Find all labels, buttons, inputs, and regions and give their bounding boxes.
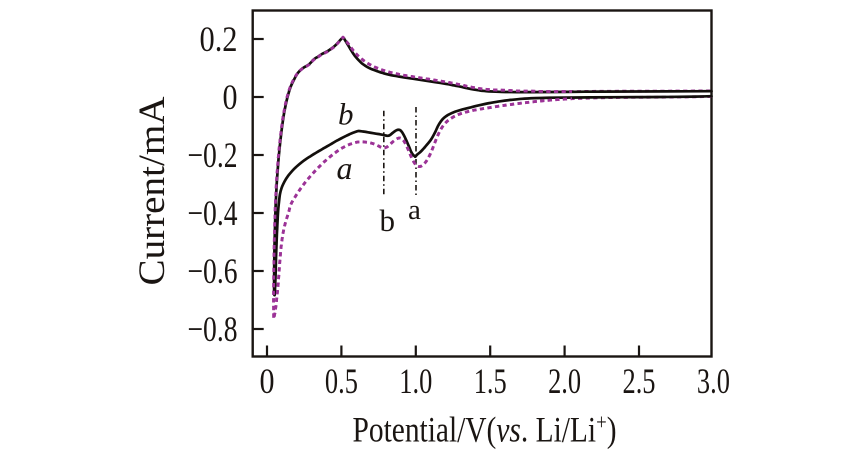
svg-text:0: 0 [223, 77, 238, 117]
svg-text:−0.2: −0.2 [188, 135, 238, 175]
svg-text:3.0: 3.0 [697, 361, 730, 401]
svg-text:−0.6: −0.6 [188, 251, 238, 291]
svg-text:Potential/V(vs. Li/Li+): Potential/V(vs. Li/Li+) [353, 410, 617, 450]
svg-text:2.0: 2.0 [548, 361, 581, 401]
svg-text:−0.4: −0.4 [188, 193, 238, 233]
svg-text:1.0: 1.0 [399, 361, 432, 401]
svg-text:Current/mA: Current/mA [132, 96, 173, 285]
svg-text:b: b [338, 97, 354, 132]
svg-text:a: a [337, 150, 353, 186]
svg-text:1.5: 1.5 [474, 361, 507, 401]
svg-text:−0.8: −0.8 [188, 309, 238, 349]
svg-text:0.2: 0.2 [200, 19, 238, 59]
svg-text:0: 0 [260, 361, 275, 401]
svg-text:2.5: 2.5 [623, 361, 656, 401]
svg-text:b: b [380, 203, 396, 238]
svg-text:0.5: 0.5 [325, 361, 358, 401]
svg-text:a: a [408, 194, 421, 226]
